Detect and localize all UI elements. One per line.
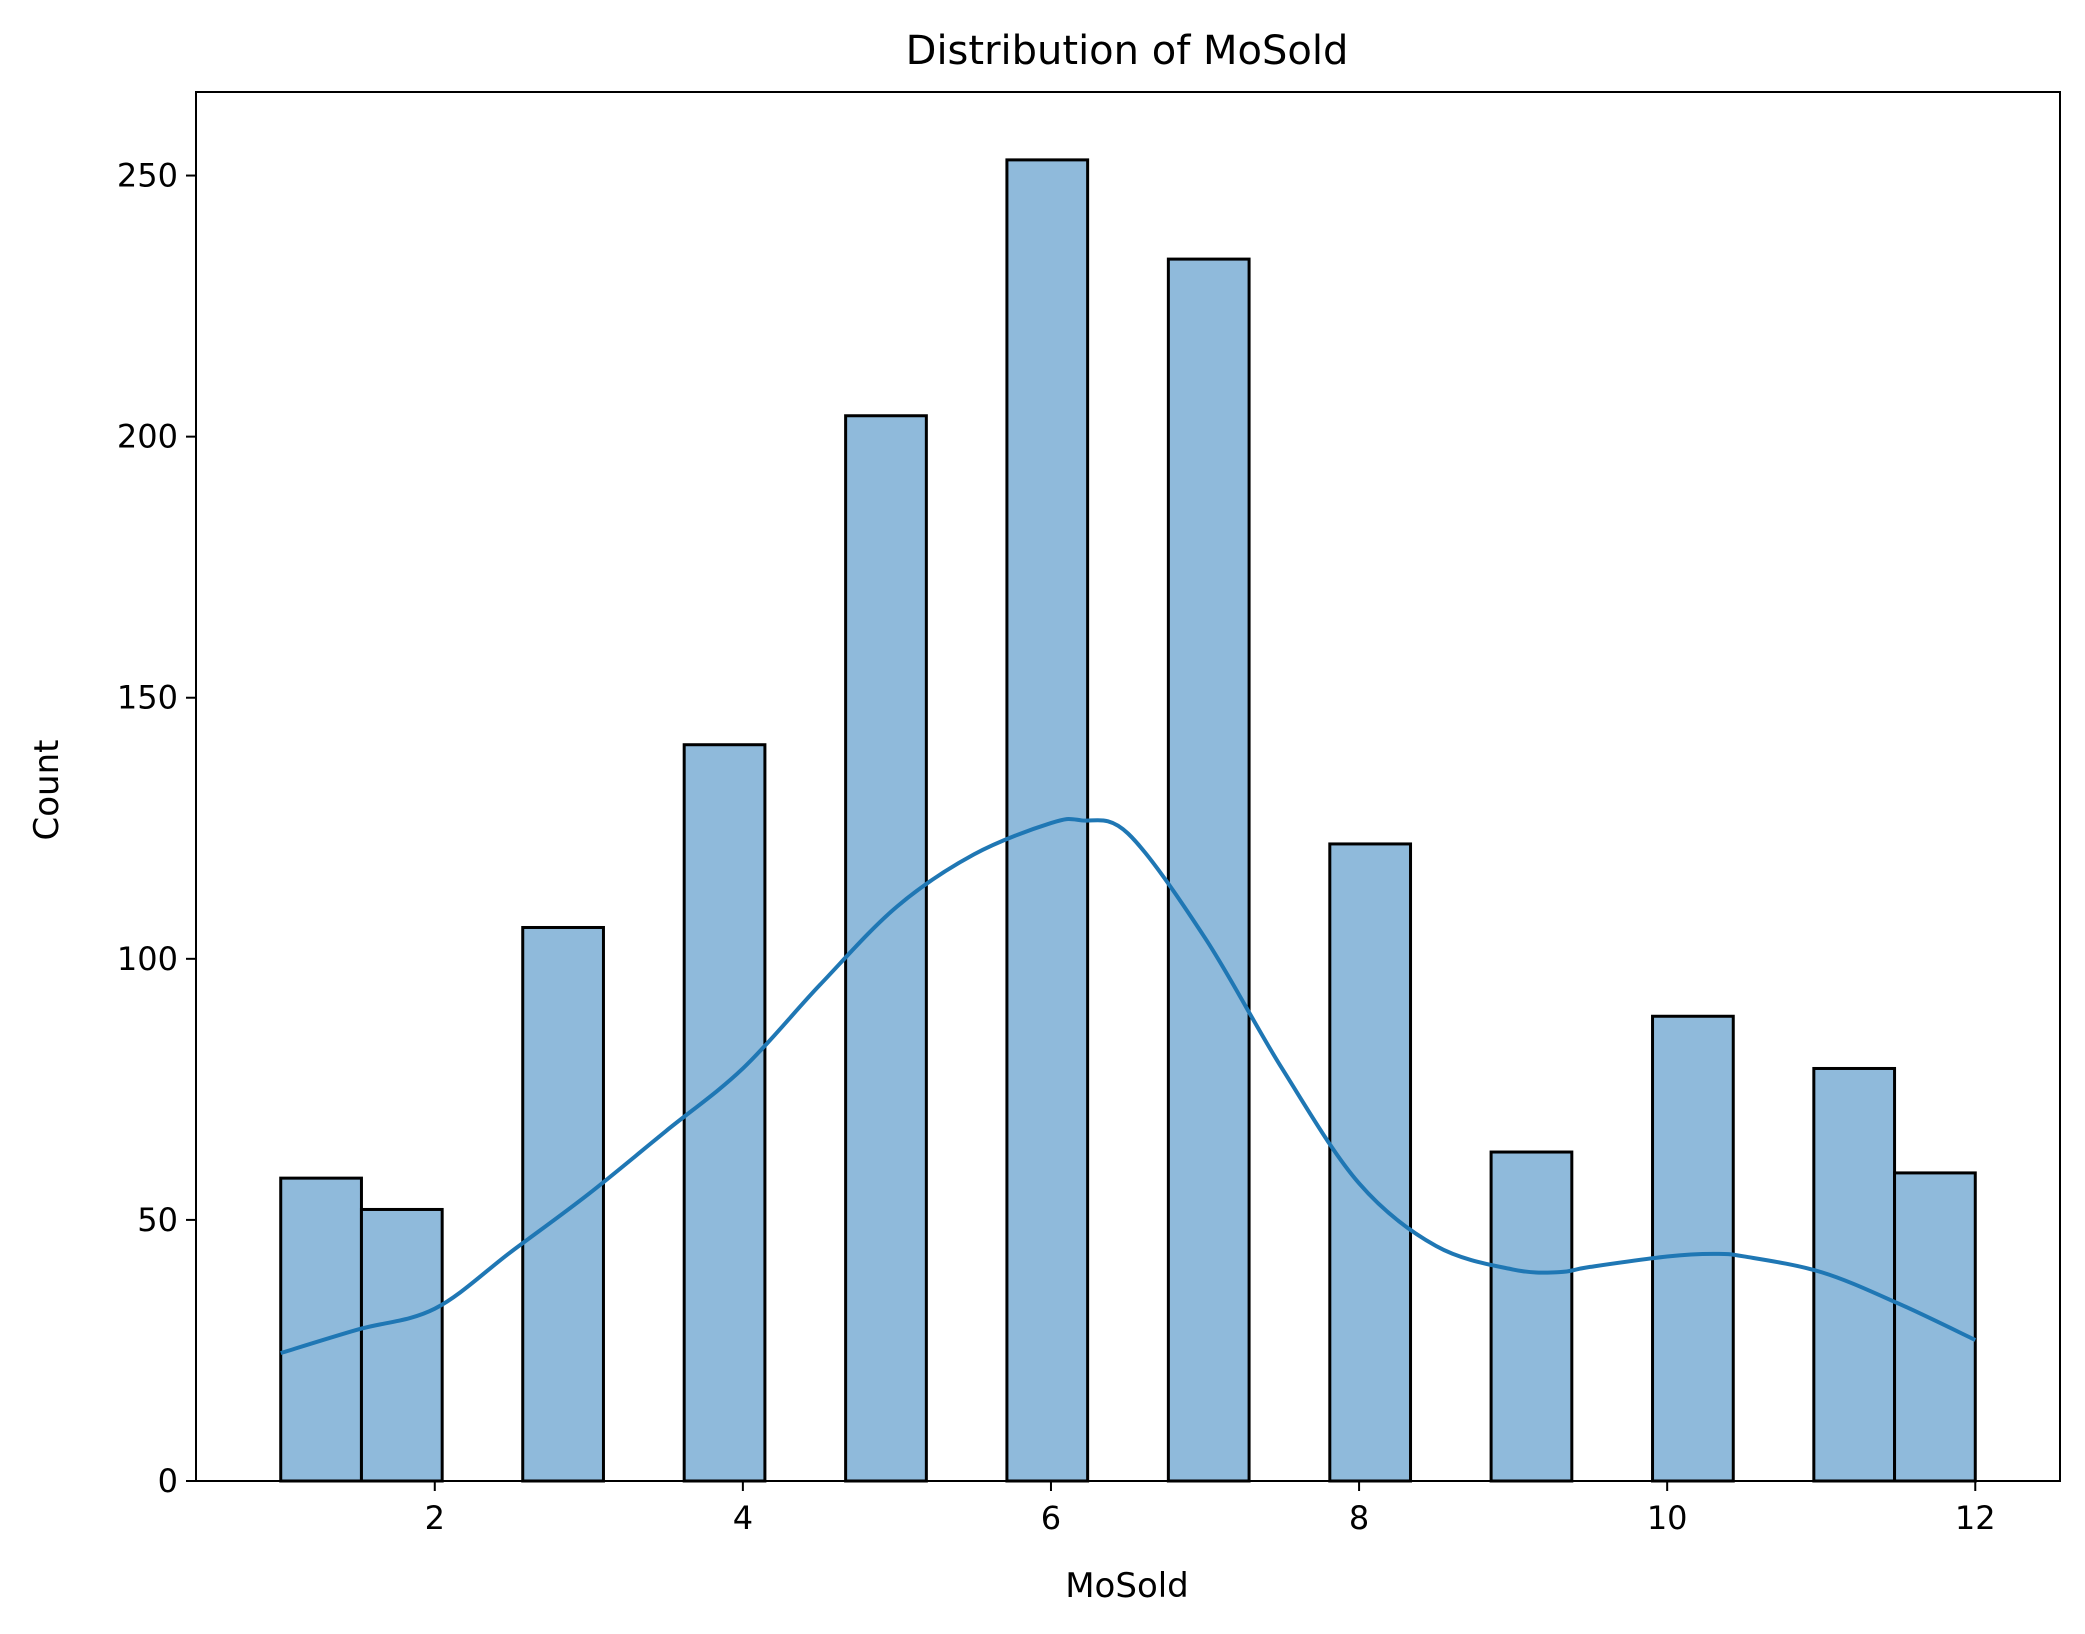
histogram-bar-2 <box>359 1207 444 1483</box>
y-tick-label: 250 <box>117 157 178 195</box>
y-axis-title: Count <box>27 740 67 841</box>
histogram-bar-18 <box>1651 1014 1735 1483</box>
histogram-bar-6 <box>682 743 767 1483</box>
y-tick-label: 50 <box>137 1201 178 1239</box>
x-tick-label: 10 <box>1647 1499 1688 1537</box>
x-axis-ticks: 2 4 6 8 10 12 <box>425 1481 1996 1537</box>
x-tick-label: 12 <box>1955 1499 1996 1537</box>
histogram-bar-4 <box>521 925 605 1483</box>
histogram-bars <box>279 158 1977 1483</box>
histogram-bar-21 <box>1893 1171 1977 1483</box>
kde-curve <box>280 816 1977 1355</box>
y-axis-ticks: 0 50 100 150 200 250 <box>117 157 196 1500</box>
y-tick-label: 0 <box>158 1462 178 1500</box>
histogram-bar-16 <box>1489 1150 1574 1483</box>
x-tick-label: 8 <box>1349 1499 1369 1537</box>
y-tick-label: 150 <box>117 679 178 717</box>
x-tick-label: 4 <box>733 1499 753 1537</box>
y-tick-label: 100 <box>117 940 178 978</box>
x-axis-title: MoSold <box>1065 1566 1189 1606</box>
histogram-bar-1 <box>279 1176 363 1483</box>
chart-title: Distribution of MoSold <box>906 28 1349 74</box>
y-tick-label: 200 <box>117 418 178 456</box>
histogram-bar-8 <box>844 414 928 1483</box>
x-tick-label: 2 <box>425 1499 445 1537</box>
x-tick-label: 6 <box>1041 1499 1061 1537</box>
histogram-bar-12 <box>1166 257 1251 1483</box>
plot-area-frame <box>195 91 2061 1482</box>
